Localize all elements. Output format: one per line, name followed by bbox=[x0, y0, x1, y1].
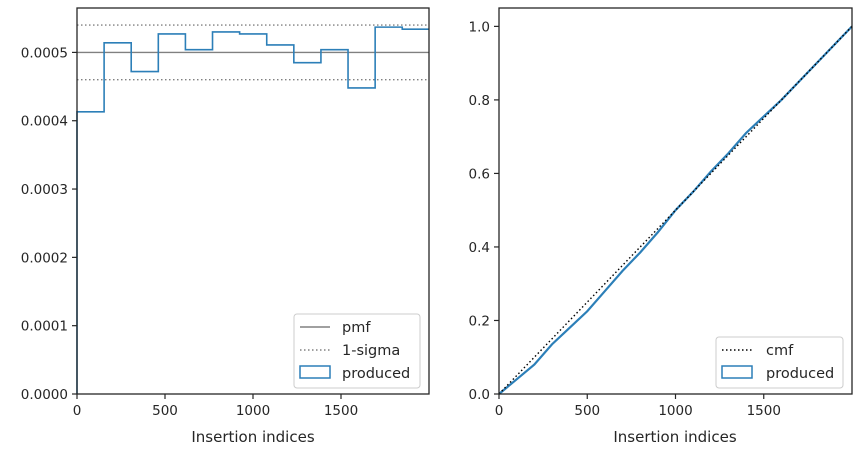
left-chart: 0 500 1000 1500 0.00000.00010.00020.00030.0… bbox=[21, 7, 430, 446]
right-legend-box bbox=[715, 336, 844, 389]
right-x-tick-label: 500 bbox=[574, 403, 600, 419]
right-x-tick-label: 1000 bbox=[658, 403, 692, 419]
left-y-tick-label: 0.0000 bbox=[21, 387, 68, 403]
left-y-ticks: 0.0000 0.0001 0.0002 0.0003 0.0004 0.0005 bbox=[21, 45, 77, 403]
left-x-tick-label: 1500 bbox=[324, 403, 358, 419]
left-x-ticks: 0 500 1000 1500 bbox=[73, 394, 358, 419]
left-y-tick-label: 0.0005 bbox=[21, 45, 68, 61]
legend-sigma-label: 1-sigma bbox=[342, 343, 400, 359]
legend-produced-swatch-right bbox=[721, 365, 753, 379]
right-legend: cmf produced bbox=[715, 336, 844, 389]
right-x-tick-label: 1500 bbox=[747, 403, 781, 419]
left-y-tick-label: 0.0002 bbox=[21, 250, 68, 266]
left-y-tick-label: 0.0004 bbox=[21, 114, 68, 130]
right-x-axis-label: Insertion indices bbox=[613, 428, 736, 446]
right-y-ticks: 0.0 0.2 0.4 0.6 0.8 1.0 bbox=[469, 19, 499, 403]
right-x-tick-label: 0 bbox=[495, 403, 504, 419]
right-y-tick-label: 0.2 bbox=[469, 313, 490, 329]
legend-produced-label: produced bbox=[342, 366, 410, 382]
produced-histogram bbox=[76, 26, 429, 394]
left-reference-lines bbox=[77, 24, 429, 81]
left-y-tick-label: 0.0001 bbox=[21, 319, 68, 335]
right-y-tick-label: 0.4 bbox=[469, 240, 490, 256]
legend-cmf-label: cmf bbox=[766, 343, 794, 359]
left-x-axis-label: Insertion indices bbox=[191, 428, 314, 446]
right-y-tick-label: 0.8 bbox=[469, 93, 490, 109]
right-x-ticks: 0 500 1000 1500 bbox=[495, 394, 781, 419]
left-y-tick-label: 0.0003 bbox=[21, 182, 68, 198]
right-plot-frame bbox=[498, 7, 853, 395]
right-y-tick-label: 1.0 bbox=[469, 19, 490, 35]
right-line-series bbox=[498, 25, 853, 395]
left-x-tick-label: 500 bbox=[152, 403, 178, 419]
left-histogram-series bbox=[76, 26, 429, 394]
legend-produced-swatch bbox=[299, 365, 331, 379]
left-x-tick-label: 1000 bbox=[236, 403, 270, 419]
right-y-tick-label: 0.6 bbox=[469, 166, 490, 182]
left-x-tick-label: 0 bbox=[73, 403, 82, 419]
left-legend-box bbox=[293, 313, 421, 389]
right-y-tick-label: 0.0 bbox=[469, 387, 490, 403]
legend-produced-label-right: produced bbox=[766, 366, 834, 382]
left-legend: pmf 1-sigma produced bbox=[293, 313, 421, 389]
legend-pmf-label: pmf bbox=[342, 320, 371, 336]
right-chart: 0 500 1000 1500 0.0 0.2 0.4 0.6 0.8 1.0 Insertio… bbox=[469, 7, 853, 446]
cmf-line bbox=[498, 25, 853, 395]
